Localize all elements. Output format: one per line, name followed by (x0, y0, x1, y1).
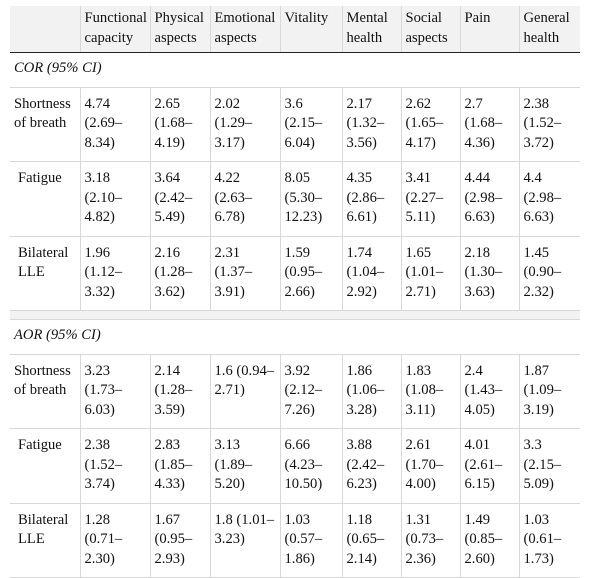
table-cell: 1.59 (0.95–2.66) (280, 236, 343, 311)
row-label: Fatigue (10, 161, 81, 236)
table-cell: 2.38 (1.52–3.74) (80, 428, 151, 503)
table-cell: 2.14 (1.28–3.59) (150, 354, 211, 429)
spacer-cell (10, 310, 580, 320)
row-label: Shortness of breath (10, 354, 81, 429)
table-cell: 1.31 (0.73–2.36) (401, 503, 461, 578)
table-cell: 3.92 (2.12–7.26) (280, 354, 343, 429)
page: Functional capacity Physical aspects Emo… (10, 6, 580, 578)
row-label: Bilateral LLE (10, 236, 81, 311)
table-cell: 2.17 (1.32–3.56) (342, 87, 402, 162)
table-cell: 3.3 (2.15–5.09) (523, 437, 562, 492)
table-row: Fatigue 3.18 (2.10–4.82) 3.64 (2.42–5.49… (10, 161, 580, 236)
table-cell: 2.16 (1.28–3.62) (150, 236, 211, 311)
header-cell: Vitality (280, 6, 343, 53)
table-row: Shortness of breath 3.23 (1.73–6.03) 2.1… (10, 354, 580, 429)
table-cell: 2.38 (1.52–3.72) (523, 95, 562, 151)
table-cell: 3.18 (2.10–4.82) (80, 161, 151, 236)
header-cell: Physical aspects (150, 6, 211, 53)
table-cell: 1.49 (0.85–2.60) (460, 503, 520, 578)
table-header: Functional capacity Physical aspects Emo… (10, 6, 580, 53)
table-cell: 1.45 (0.90–2.32) (523, 244, 562, 300)
table-cell: 6.66 (4.23–10.50) (280, 428, 343, 503)
table-cell: 4.4 (2.98–6.63) (523, 170, 562, 225)
table-cell: 1.03 (0.61–1.73) (523, 511, 562, 567)
table-row: Fatigue 2.38 (1.52–3.74) 2.83 (1.85–4.33… (10, 428, 580, 503)
table-cell: 3.64 (2.42–5.49) (150, 161, 211, 236)
section-title-row: AOR (95% CI) (10, 320, 580, 354)
row-label: Fatigue (10, 428, 81, 503)
table-row: Shortness of breath 4.74 (2.69–8.34) 2.6… (10, 87, 580, 162)
table-cell: 1.74 (1.04–2.92) (342, 236, 402, 311)
row-label: Shortness of breath (10, 87, 81, 162)
table-cell: 2.65 (1.68–4.19) (150, 87, 211, 162)
header-cell: Pain (460, 6, 520, 53)
table-cell: 3.13 (1.89–5.20) (210, 428, 281, 503)
header-cell: Social aspects (401, 6, 461, 53)
table-cell: 2.83 (1.85–4.33) (150, 428, 211, 503)
table-cell: 1.87 (1.09–3.19) (523, 362, 562, 418)
table-cell: 2.7 (1.68–4.36) (460, 87, 520, 162)
header-cell: Emotional aspects (210, 6, 281, 53)
table-cell: 3.6 (2.15–6.04) (280, 87, 343, 162)
table-cell: 4.35 (2.86–6.61) (342, 161, 402, 236)
table-cell: 3.41 (2.27–5.11) (401, 161, 461, 236)
table-cell: 2.02 (1.29–3.17) (210, 87, 281, 162)
table-cell: 2.31 (1.37–3.91) (210, 236, 281, 311)
table-cell: 1.03 (0.57–1.86) (280, 503, 343, 578)
row-label: Bilateral LLE (10, 503, 81, 578)
table-cell: 2.62 (1.65–4.17) (401, 87, 461, 162)
table-cell: 3.88 (2.42–6.23) (342, 428, 402, 503)
header-cell: Functional capacity (80, 6, 151, 53)
header-row: Functional capacity Physical aspects Emo… (10, 6, 580, 53)
table-cell: 3.23 (1.73–6.03) (80, 354, 151, 429)
header-cell (10, 6, 81, 53)
table-cell: 2.18 (1.30–3.63) (460, 236, 520, 311)
table-cell: 1.6 (0.94–2.71) (210, 354, 281, 429)
table-cell: 1.83 (1.08–3.11) (401, 354, 461, 429)
table-cell: 1.28 (0.71–2.30) (80, 503, 151, 578)
table-cell: 4.44 (2.98–6.63) (460, 161, 520, 236)
table-cell: 1.18 (0.65–2.14) (342, 503, 402, 578)
table-cell: 1.67 (0.95–2.93) (150, 503, 211, 578)
section-title-row: COR (95% CI) (10, 53, 580, 87)
odds-ratio-table: Functional capacity Physical aspects Emo… (10, 6, 580, 578)
table-row: Bilateral LLE 1.96 (1.12–3.32) 2.16 (1.2… (10, 236, 580, 311)
table-cell: 1.86 (1.06–3.28) (342, 354, 402, 429)
section-title: AOR (95% CI) (14, 327, 101, 343)
header-cell: General health (519, 6, 580, 53)
table-cell: 4.01 (2.61–6.15) (460, 428, 520, 503)
table-cell: 1.65 (1.01–2.71) (401, 236, 461, 311)
table-cell: 1.8 (1.01–3.23) (210, 503, 281, 578)
section-spacer (10, 310, 580, 320)
header-cell: Mental health (342, 6, 402, 53)
table-row: Bilateral LLE 1.28 (0.71–2.30) 1.67 (0.9… (10, 503, 580, 578)
table-cell: 4.22 (2.63–6.78) (210, 161, 281, 236)
section-title: COR (95% CI) (14, 60, 102, 76)
table-cell: 2.4 (1.43–4.05) (460, 354, 520, 429)
table-body: COR (95% CI) Shortness of breath 4.74 (2… (10, 53, 580, 578)
table-cell: 2.61 (1.70–4.00) (401, 428, 461, 503)
table-cell: 1.96 (1.12–3.32) (80, 236, 151, 311)
table-cell: 8.05 (5.30–12.23) (280, 161, 343, 236)
table-cell: 4.74 (2.69–8.34) (80, 87, 151, 162)
